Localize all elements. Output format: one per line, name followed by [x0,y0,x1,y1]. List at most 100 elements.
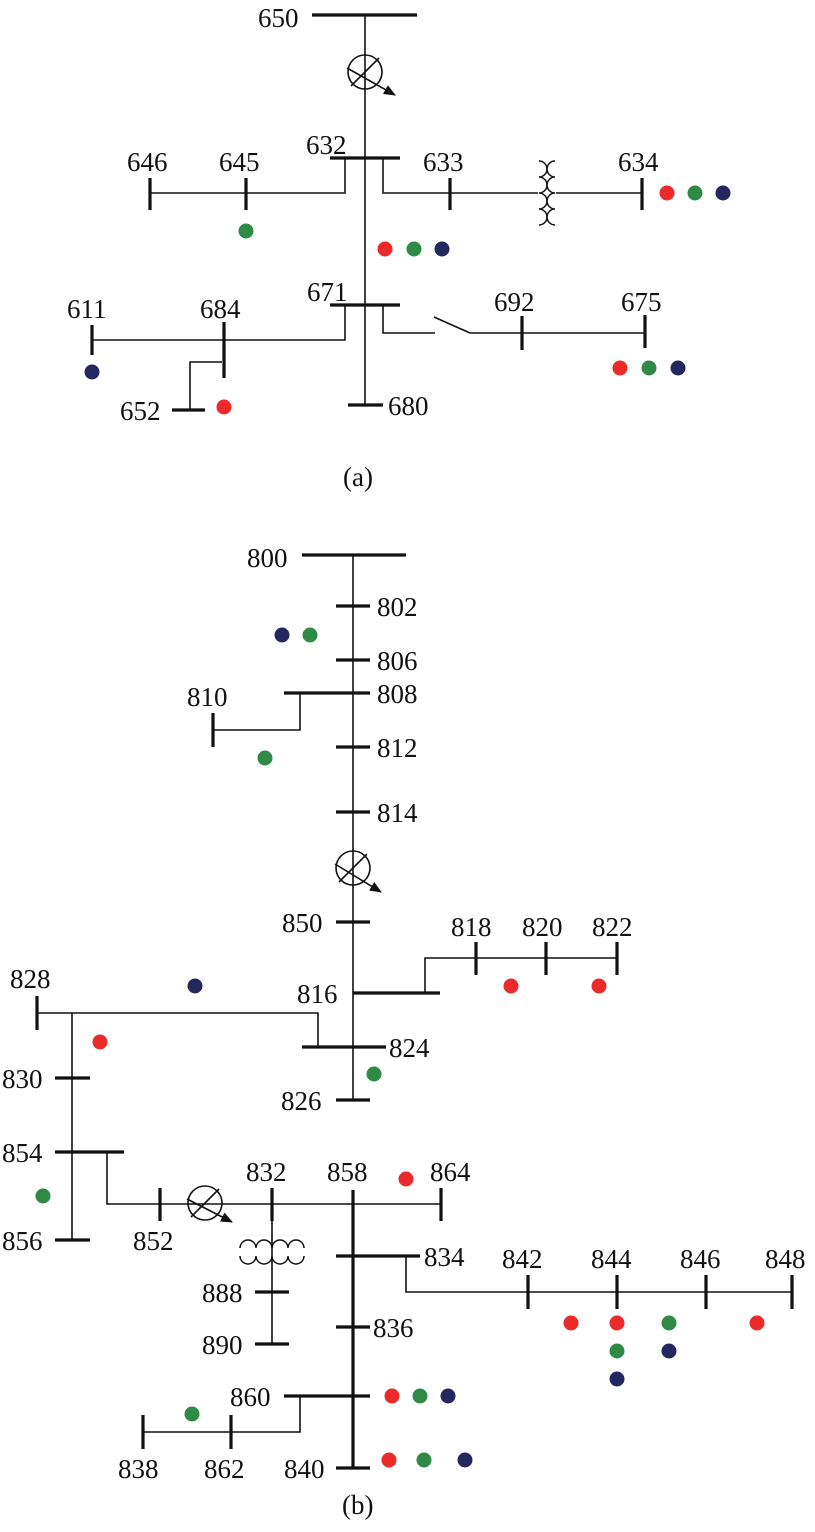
node-label-646: 646 [127,147,168,177]
node-label-836: 836 [373,1313,414,1343]
node-label-680: 680 [388,391,429,421]
node-label-675: 675 [621,287,662,317]
node-label-822: 822 [592,912,633,942]
phase-dot-green [416,1452,432,1468]
node-label-854: 854 [2,1138,43,1168]
regulator-852-832 [186,1185,233,1223]
phase-dot-green [35,1188,51,1204]
panel-a-labels: 650 632 633 634 645 646 671 692 675 684 … [67,3,662,492]
panel-a-buses [90,13,647,412]
node-label-830: 830 [2,1064,43,1094]
phase-dot-blue [661,1343,677,1359]
node-label-846: 846 [680,1244,721,1274]
phase-dot-red [216,399,232,415]
phase-dot-red [381,1452,397,1468]
phase-dot-red [398,1171,414,1187]
node-label-842: 842 [502,1244,543,1274]
node-label-808: 808 [377,679,418,709]
phase-dot-red [591,978,607,994]
node-label-844: 844 [591,1244,632,1274]
phase-dot-green [609,1343,625,1359]
panel-a-dots [84,185,731,415]
node-label-832: 832 [246,1157,287,1187]
node-label-800: 800 [247,543,288,573]
node-label-684: 684 [200,294,241,324]
node-label-840: 840 [284,1454,325,1484]
node-label-652: 652 [120,396,161,426]
node-label-850: 850 [282,908,323,938]
phase-dot-red [503,978,519,994]
node-label-862: 862 [204,1454,245,1484]
phase-dot-green [412,1388,428,1404]
node-label-834: 834 [424,1242,465,1272]
phase-dot-blue [84,364,100,380]
phase-dot-red [749,1315,765,1331]
phase-dot-green [366,1066,382,1082]
node-label-856: 856 [2,1226,43,1256]
phase-dot-red [659,185,675,201]
node-label-802: 802 [377,592,418,622]
panel-b-dots [35,627,765,1468]
phase-dot-red [609,1315,625,1331]
node-label-806: 806 [377,646,418,676]
panel-a-lines [92,15,646,410]
phase-dot-green [184,1406,200,1422]
phase-dot-blue [187,978,203,994]
phase-dot-blue [670,360,686,376]
node-label-810: 810 [187,682,228,712]
node-label-888: 888 [202,1278,243,1308]
node-label-820: 820 [522,912,563,942]
phase-dot-blue [434,241,450,257]
regulator-650 [346,54,396,96]
phase-dot-red [384,1388,400,1404]
phase-dot-red [92,1034,108,1050]
node-label-611: 611 [67,294,107,324]
node-label-858: 858 [327,1157,368,1187]
node-label-824: 824 [389,1033,430,1063]
phase-dot-red [377,241,393,257]
phase-dot-red [563,1315,579,1331]
phase-dot-green [238,223,254,239]
node-label-634: 634 [618,147,659,177]
phase-dot-blue [457,1452,473,1468]
panel-b: 800 802 806 808 810 812 814 850 816 818 … [2,543,806,1520]
node-label-671: 671 [307,277,348,307]
node-label-826: 826 [281,1086,322,1116]
node-label-816: 816 [297,979,338,1009]
node-label-814: 814 [377,798,418,828]
phase-dot-green [641,360,657,376]
node-label-890: 890 [202,1330,243,1360]
node-label-650: 650 [258,3,299,33]
phase-dot-green [661,1315,677,1331]
node-label-828: 828 [10,964,51,994]
phase-dot-red [612,360,628,376]
panel-caption-a: (a) [343,462,373,492]
node-label-848: 848 [765,1244,806,1274]
node-label-812: 812 [377,733,418,763]
phase-dot-blue [274,627,290,643]
regulator-814-850 [334,850,382,893]
panel-b-buses [35,553,794,1470]
transformer-633-634 [538,160,556,226]
node-label-838: 838 [118,1454,159,1484]
phase-dot-blue [440,1388,456,1404]
node-label-645: 645 [219,147,260,177]
node-label-692: 692 [494,287,535,317]
transformer-832-888 [239,1239,305,1265]
node-label-852: 852 [133,1226,174,1256]
phase-dot-blue [609,1371,625,1387]
panel-b-labels: 800 802 806 808 810 812 814 850 816 818 … [2,543,806,1520]
phase-dot-blue [715,185,731,201]
node-label-860: 860 [230,1382,271,1412]
node-label-632: 632 [306,130,347,160]
panel-a: 650 632 633 634 645 646 671 692 675 684 … [67,3,731,492]
panel-caption-b: (b) [342,1490,373,1520]
phase-dot-green [687,185,703,201]
panel-b-lines [37,555,792,1433]
phase-dot-green [406,241,422,257]
phase-dot-green [302,627,318,643]
node-label-818: 818 [451,912,492,942]
node-label-864: 864 [430,1157,471,1187]
phase-dot-green [257,750,273,766]
